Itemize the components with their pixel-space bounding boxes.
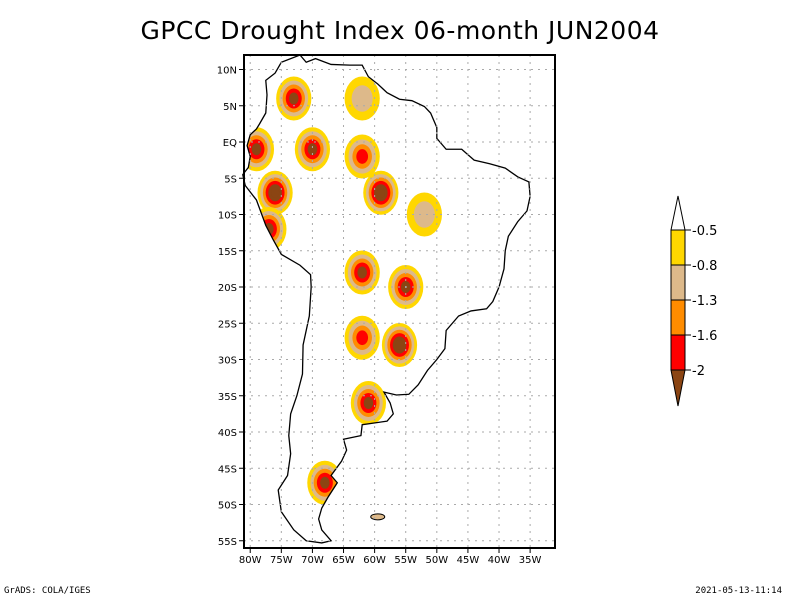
y-tick-label: 30S <box>218 356 237 367</box>
legend-label: -1.3 <box>692 294 717 309</box>
falkland-islands <box>370 513 386 521</box>
coastline <box>242 54 531 544</box>
legend-label: -0.8 <box>692 259 717 274</box>
drought-area <box>276 76 312 121</box>
x-tick-label: 55W <box>394 555 417 566</box>
y-tick-label: 10S <box>218 211 237 222</box>
drought-area <box>344 250 380 295</box>
x-axis: 80W 75W 70W 65W 60W 55W 50W 45W 40W 35W <box>239 548 542 566</box>
drought-area <box>294 127 331 172</box>
drought-contour <box>320 476 330 489</box>
y-tick-label: 25S <box>218 319 237 330</box>
drought-contour <box>413 201 435 228</box>
x-tick-label: 45W <box>457 555 480 566</box>
drought-contour <box>356 330 369 346</box>
legend-label: -1.6 <box>692 329 717 344</box>
y-tick-label: 5N <box>223 102 237 113</box>
drought-area <box>344 134 380 179</box>
legend-arrow-top <box>670 195 686 231</box>
map-title: GPCC Drought Index 06-month JUN2004 <box>140 16 660 45</box>
y-tick-label: 35S <box>218 392 237 403</box>
y-tick-label: 55S <box>218 537 237 548</box>
grid-lines <box>244 55 555 548</box>
x-tick-label: 80W <box>239 555 262 566</box>
legend-swatch <box>670 264 686 301</box>
drought-contour <box>395 339 404 351</box>
y-tick-label: 40S <box>218 428 237 439</box>
drought-area <box>381 323 418 367</box>
drought-contour <box>251 143 262 156</box>
drought-area <box>363 170 399 215</box>
x-tick-label: 65W <box>332 555 355 566</box>
color-legend: -0.5 -0.8 -1.3 -1.6 -2 <box>670 195 717 407</box>
x-tick-label: 75W <box>270 555 293 566</box>
y-tick-label: 20S <box>218 283 237 294</box>
drought-contour <box>376 187 385 198</box>
drought-area <box>257 170 293 215</box>
drought-contour <box>356 149 369 164</box>
drought-contour <box>307 143 318 156</box>
x-tick-label: 60W <box>363 555 386 566</box>
drought-fill-layer <box>242 76 442 541</box>
legend-label: -2 <box>692 364 705 379</box>
y-tick-label: EQ <box>223 138 237 149</box>
coastline-layer <box>242 54 531 544</box>
legend-swatch <box>670 229 686 266</box>
drought-area <box>406 192 442 237</box>
map-frame <box>243 54 556 549</box>
x-tick-label: 35W <box>519 555 542 566</box>
legend-swatch <box>670 299 686 336</box>
x-tick-label: 70W <box>301 555 324 566</box>
footer-credit: GrADS: COLA/IGES <box>4 586 91 596</box>
drought-contour <box>288 92 299 105</box>
y-tick-label: 5S <box>224 174 237 185</box>
drought-contour <box>271 187 280 198</box>
legend-swatch <box>670 334 686 371</box>
legend-label: -0.5 <box>692 224 717 239</box>
x-tick-label: 40W <box>488 555 511 566</box>
y-tick-label: 50S <box>218 501 237 512</box>
drought-contour <box>363 397 374 409</box>
y-axis: 10N 5N EQ 5S 10S 15S 20S 25S 30S 35S 40S 45S 50S 55S <box>217 66 244 548</box>
footer-timestamp: 2021-05-13-11:14 <box>695 586 782 596</box>
drought-area <box>344 76 380 121</box>
x-tick-label: 50W <box>426 555 449 566</box>
y-tick-label: 45S <box>218 464 237 475</box>
y-tick-label: 10N <box>217 66 237 77</box>
drought-contour <box>357 266 367 279</box>
drought-contour <box>351 85 373 112</box>
y-tick-label: 15S <box>218 247 237 258</box>
drought-area <box>350 381 386 425</box>
legend-arrow-bottom <box>670 369 686 407</box>
drought-area <box>344 315 380 360</box>
